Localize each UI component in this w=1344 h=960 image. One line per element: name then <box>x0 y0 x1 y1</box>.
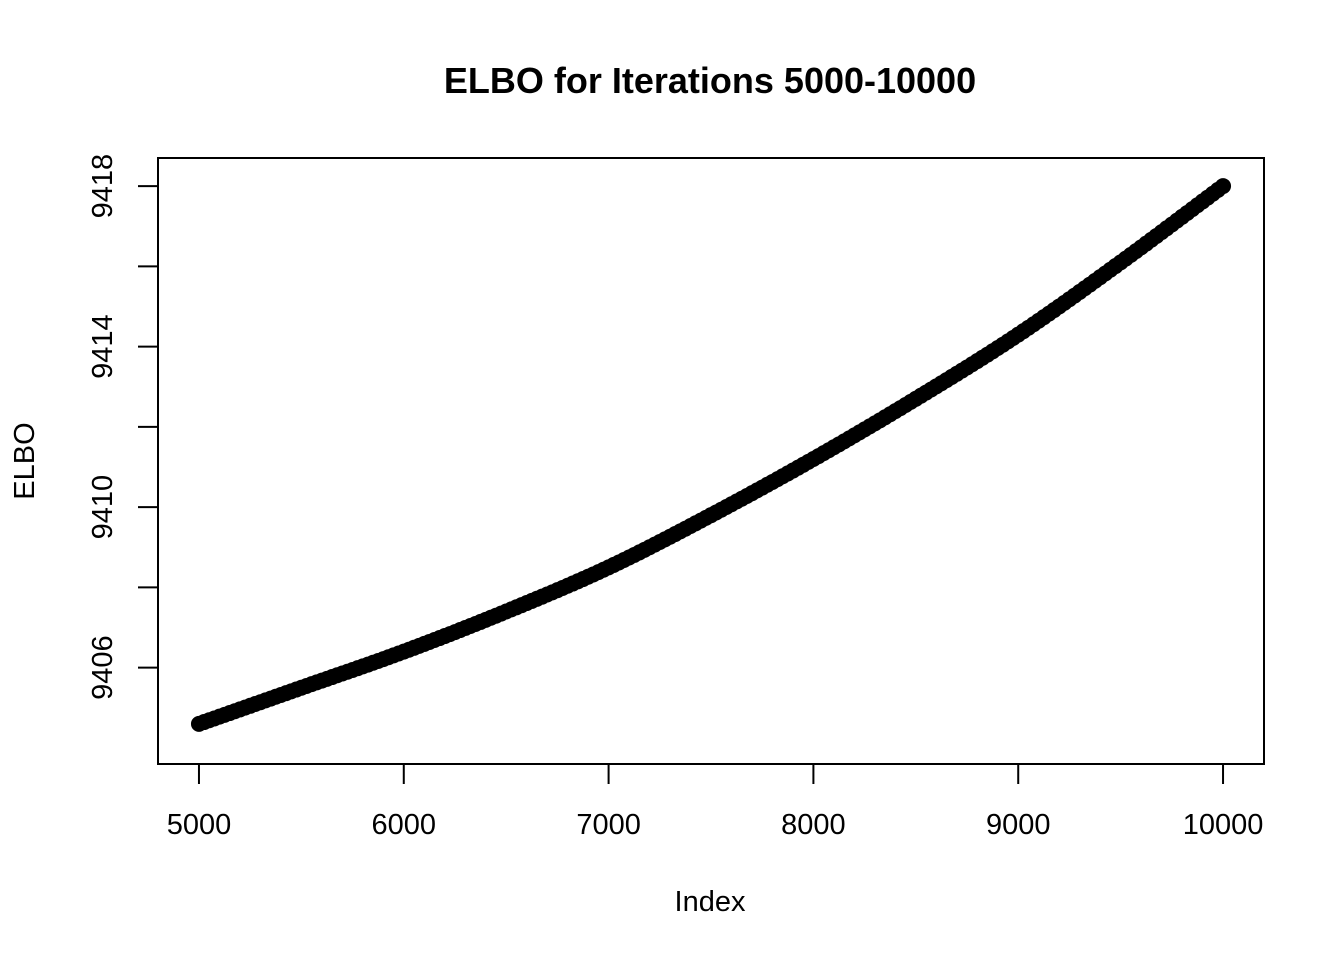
x-tick-label: 7000 <box>576 809 641 841</box>
x-axis-label: Index <box>675 886 746 918</box>
data-points <box>190 178 1232 732</box>
y-axis-label: ELBO <box>9 422 41 499</box>
x-tick-label: 10000 <box>1183 809 1264 841</box>
chart-title: ELBO for Iterations 5000-10000 <box>444 60 976 101</box>
y-tick-label: 9406 <box>87 635 119 700</box>
y-tick-label: 9410 <box>87 475 119 540</box>
x-tick-label: 8000 <box>781 809 846 841</box>
x-tick-label: 5000 <box>167 809 232 841</box>
y-tick-label: 9418 <box>87 154 119 219</box>
x-axis: 5000 6000 7000 8000 9000 10000 <box>167 763 1264 841</box>
data-point <box>1215 178 1232 195</box>
y-axis: 9406 9410 9414 9418 <box>87 154 159 700</box>
x-tick-label: 6000 <box>372 809 437 841</box>
y-tick-label: 9414 <box>87 314 119 379</box>
x-tick-label: 9000 <box>986 809 1051 841</box>
